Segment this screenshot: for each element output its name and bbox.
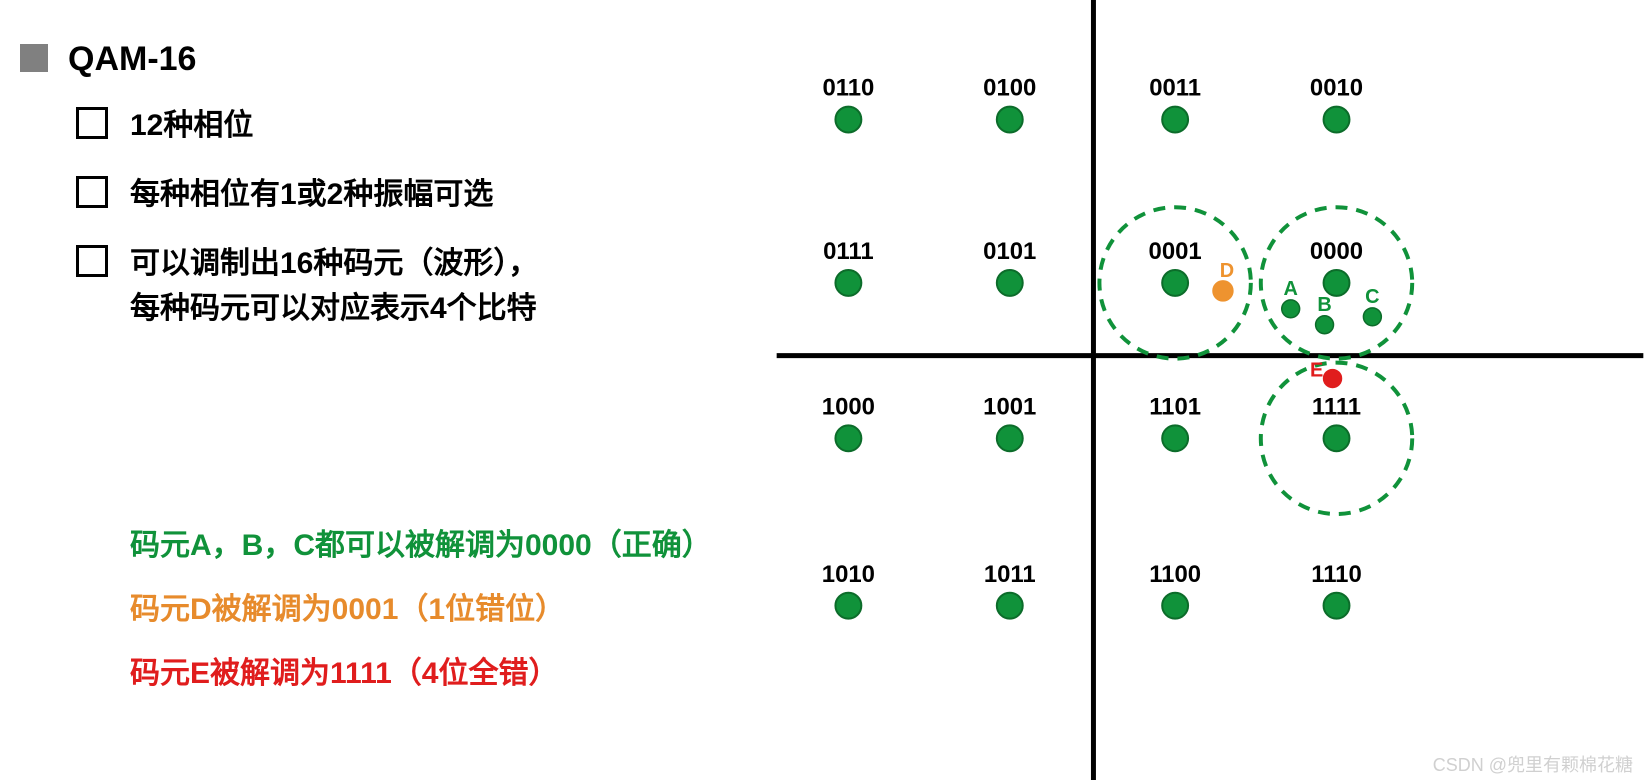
constellation-point <box>997 270 1023 296</box>
bullet-item-3: 可以调制出16种码元（波形）， 每种码元可以对应表示4个比特 <box>76 241 720 331</box>
sample-point-c <box>1363 308 1381 326</box>
constellation-label: 0100 <box>983 75 1036 102</box>
bullet-text: 每种相位有1或2种振幅可选 <box>130 172 493 217</box>
sample-point-e <box>1324 370 1342 388</box>
constellation-point <box>1162 593 1188 619</box>
constellation-label: 1011 <box>984 561 1036 588</box>
outline-square-icon <box>76 245 108 277</box>
constellation-label: 1111 <box>1312 393 1361 420</box>
bullet-text: 可以调制出16种码元（波形）， 每种码元可以对应表示4个比特 <box>130 241 538 331</box>
constellation-diagram: 0110 0100 0011 0010 0111 0101 0001 0000 1000 1001… <box>775 0 1645 780</box>
sample-point-label-b: B <box>1317 294 1331 316</box>
constellation-point <box>997 593 1023 619</box>
constellation-label: 1100 <box>1149 561 1201 588</box>
outline-square-icon <box>76 107 108 139</box>
constellation-label: 0011 <box>1149 75 1201 102</box>
constellation-point <box>1324 425 1350 451</box>
constellation-point <box>835 425 861 451</box>
filled-square-icon <box>20 44 48 72</box>
constellation-label: 0000 <box>1310 238 1363 265</box>
sample-point-b <box>1316 316 1334 334</box>
bullet-item-1: 12种相位 <box>76 103 720 148</box>
note-all-bits: 码元E被解调为1111（4位全错） <box>130 648 712 692</box>
sample-point-label-e: E <box>1310 360 1323 382</box>
sample-point-a <box>1282 300 1300 318</box>
constellation-point <box>835 270 861 296</box>
constellation-label: 0111 <box>823 238 874 265</box>
constellation-point <box>1324 593 1350 619</box>
constellation-point <box>997 425 1023 451</box>
constellation-label: 0010 <box>1310 75 1363 102</box>
outline-square-icon <box>76 176 108 208</box>
note-one-bit: 码元D被解调为0001（1位错位） <box>130 584 712 628</box>
bullet-text: 12种相位 <box>130 103 253 148</box>
bullet-list: 12种相位 每种相位有1或2种振幅可选 可以调制出16种码元（波形）， 每种码元… <box>76 103 720 331</box>
constellation-point <box>1162 425 1188 451</box>
constellation-point <box>997 107 1023 133</box>
constellation-point <box>1162 270 1188 296</box>
notes-block: 码元A，B，C都可以被解调为0000（正确） 码元D被解调为0001（1位错位）… <box>130 520 712 712</box>
constellation-label: 0001 <box>1149 238 1202 265</box>
constellation-label: 1000 <box>822 393 875 420</box>
constellation-point <box>1162 107 1188 133</box>
sample-point-label-d: D <box>1220 260 1234 282</box>
constellation-label: 0101 <box>983 238 1036 265</box>
bullet-item-2: 每种相位有1或2种振幅可选 <box>76 172 720 217</box>
constellation-point <box>835 107 861 133</box>
constellation-label: 1110 <box>1311 561 1362 588</box>
constellation-label: 0110 <box>822 75 874 102</box>
watermark: CSDN @兜里有颗棉花糖 <box>1433 751 1633 777</box>
constellation-point <box>1324 270 1350 296</box>
constellation-point <box>1324 107 1350 133</box>
sample-point-label-a: A <box>1283 278 1297 300</box>
diagram-svg: 0110 0100 0011 0010 0111 0101 0001 0000 1000 1001… <box>775 0 1645 780</box>
sample-point-d <box>1213 281 1233 301</box>
title-row: QAM-16 <box>20 40 720 79</box>
constellation-point <box>835 593 861 619</box>
left-pane: QAM-16 12种相位 每种相位有1或2种振幅可选 可以调制出16种码元（波形… <box>20 40 720 355</box>
constellation-label: 1001 <box>983 393 1036 420</box>
constellation-label: 1101 <box>1149 393 1201 420</box>
sample-point-label-c: C <box>1365 286 1379 308</box>
note-correct: 码元A，B，C都可以被解调为0000（正确） <box>130 520 712 564</box>
page-title: QAM-16 <box>68 40 196 79</box>
constellation-label: 1010 <box>822 561 875 588</box>
